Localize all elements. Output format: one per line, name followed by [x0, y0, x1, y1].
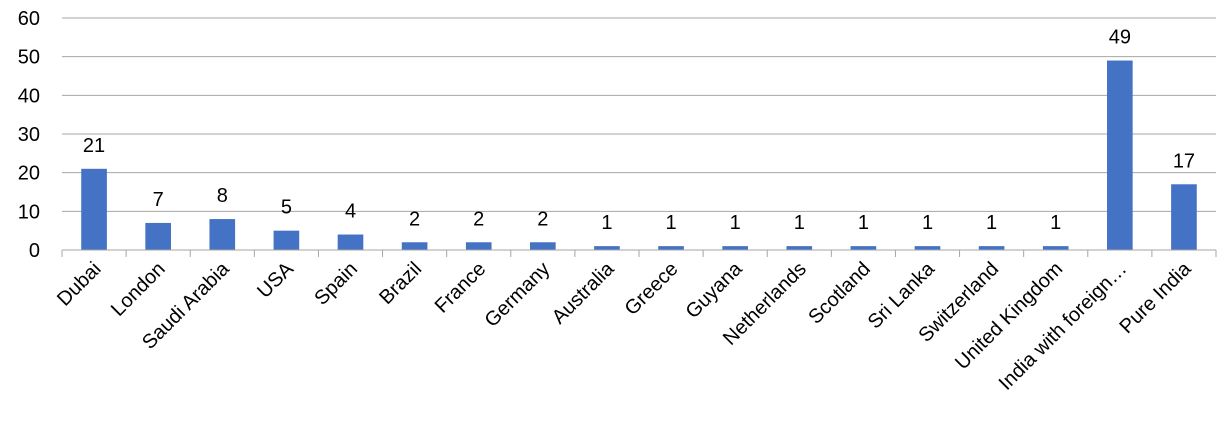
y-tick-label: 50 — [18, 47, 40, 69]
bar — [658, 246, 684, 250]
x-tick-label: Pure India — [1115, 257, 1196, 338]
x-tick-label: Guyana — [682, 257, 748, 323]
data-label: 1 — [858, 212, 869, 234]
data-label: 4 — [345, 201, 356, 223]
data-label: 1 — [665, 212, 676, 234]
bar — [209, 219, 236, 250]
data-label: 1 — [730, 212, 741, 234]
bar — [786, 246, 813, 250]
data-label: 1 — [1050, 212, 1061, 234]
x-tick-label: Spain — [310, 258, 362, 310]
y-tick-label: 40 — [18, 85, 40, 107]
x-tick-label: London — [107, 258, 170, 321]
bar — [722, 246, 748, 250]
data-label: 17 — [1173, 150, 1195, 172]
y-axis-ticks: 0 10 20 30 40 50 60 — [18, 8, 40, 262]
gridlines — [62, 17, 1216, 212]
data-label: 1 — [986, 212, 997, 234]
x-tick-label: Germany — [481, 258, 555, 332]
bar — [273, 230, 300, 250]
bar — [1042, 246, 1069, 250]
y-tick-label: 20 — [18, 163, 40, 185]
data-label: 1 — [794, 212, 805, 234]
x-tick-label: India with foreign… — [995, 258, 1132, 395]
x-tick-label: United Kingdom — [951, 258, 1067, 374]
bar — [465, 242, 492, 250]
y-tick-label: 30 — [18, 124, 40, 146]
y-tick-label: 60 — [18, 8, 40, 30]
x-tick-label: Australia — [548, 257, 619, 328]
y-tick-label: 10 — [18, 201, 40, 223]
data-label: 8 — [217, 185, 228, 207]
data-label: 2 — [473, 208, 484, 230]
x-tick-label: Dubai — [53, 258, 106, 311]
data-label: 7 — [153, 189, 164, 211]
bar — [530, 242, 556, 250]
bar — [337, 234, 364, 250]
data-label: 21 — [83, 135, 105, 157]
x-tick-label: France — [431, 258, 491, 318]
x-tick-label: Greece — [621, 258, 683, 320]
bar — [401, 242, 428, 250]
data-label: 1 — [601, 212, 612, 234]
bar — [914, 246, 941, 250]
bar — [145, 222, 171, 250]
x-axis — [61, 249, 1217, 257]
bar — [850, 246, 877, 250]
x-tick-label: Brazil — [375, 258, 426, 309]
data-label: 2 — [537, 208, 548, 230]
bar — [1107, 60, 1133, 251]
data-label: 2 — [409, 208, 420, 230]
bar — [1171, 184, 1197, 250]
bar — [594, 246, 620, 250]
data-label: 1 — [922, 212, 933, 234]
bar — [81, 168, 107, 250]
x-tick-label: USA — [253, 258, 298, 303]
data-label: 5 — [281, 197, 292, 219]
bars — [81, 60, 1197, 251]
bar — [978, 246, 1005, 250]
y-tick-label: 0 — [29, 240, 40, 262]
data-label: 49 — [1109, 27, 1131, 49]
